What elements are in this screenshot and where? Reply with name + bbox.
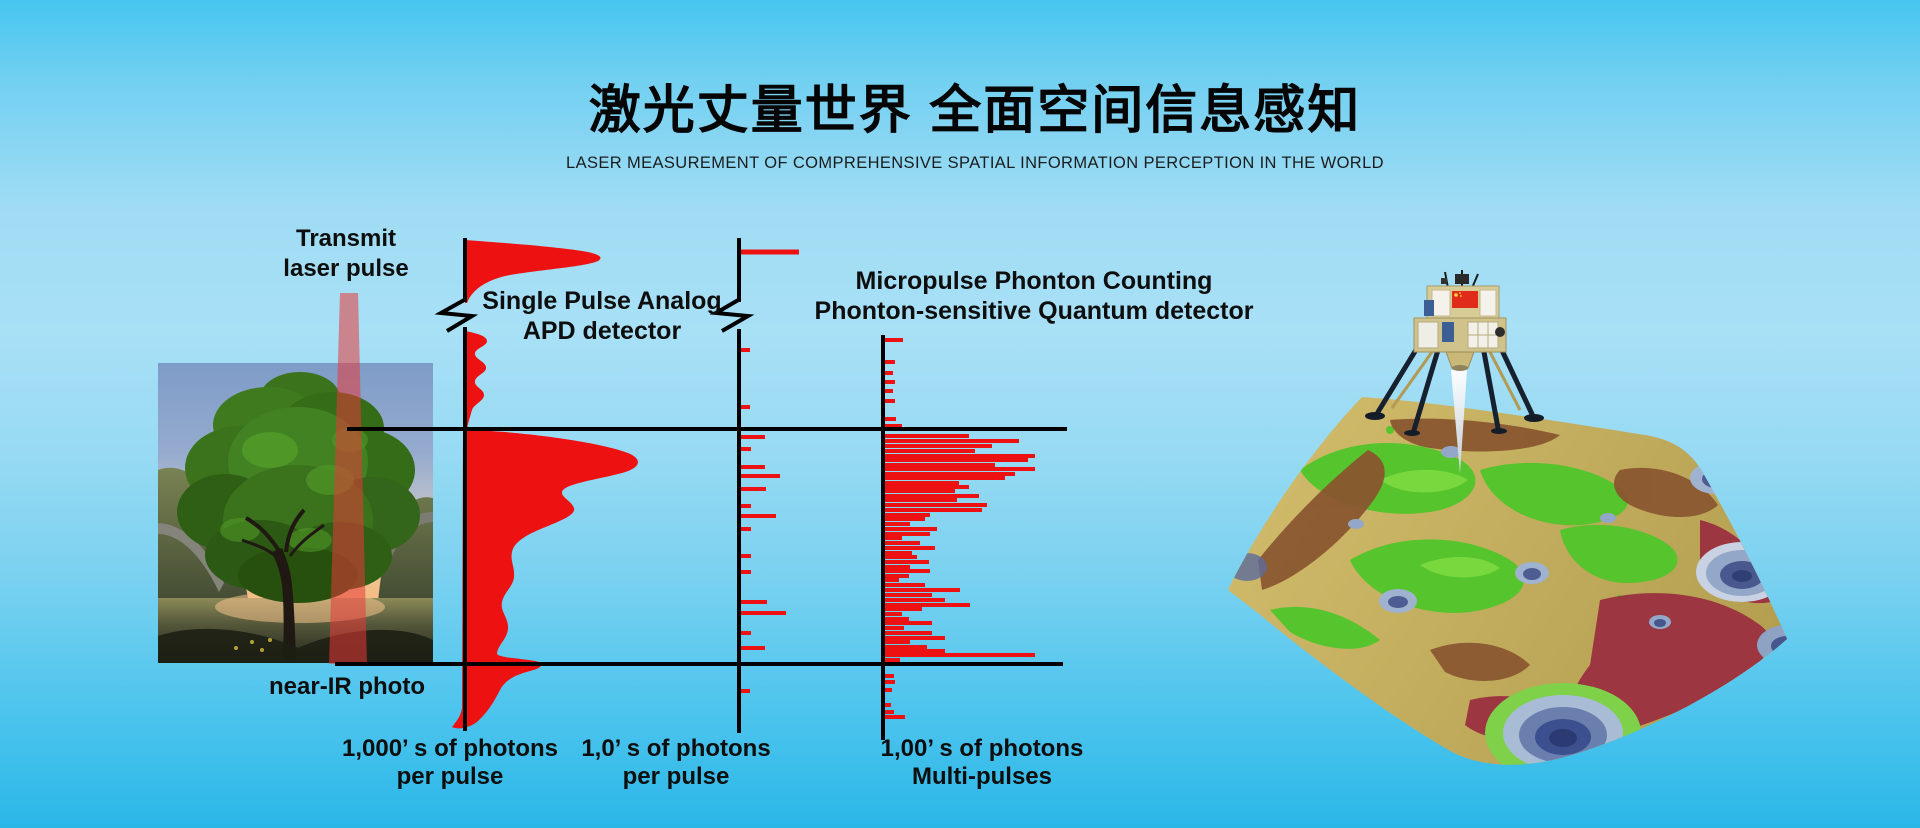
- analog-detector-label: Single Pulse Analog APD detector: [482, 287, 722, 345]
- page-subtitle: LASER MEASUREMENT OF COMPREHENSIVE SPATI…: [566, 153, 1384, 172]
- china-flag: [1452, 291, 1478, 308]
- page-title: 激光丈量世界 全面空间信息感知: [588, 82, 1362, 140]
- near-ir-photo: [158, 363, 433, 663]
- quantum-footer-label: 1,00’ s of photons Multi-pulses: [880, 735, 1084, 790]
- laser-beam: [329, 293, 367, 664]
- ground-line: [335, 662, 1063, 666]
- transmit-laser-pulse-label: Transmit laser pulse: [283, 224, 408, 284]
- transmit-line1: Transmit: [295, 225, 397, 252]
- axis-break-icon: [434, 297, 479, 333]
- axis-break-icon: [709, 297, 755, 333]
- photon-counting-histogram: [741, 249, 799, 693]
- photo-caption: near-IR photo: [269, 673, 425, 700]
- quantum-detector-label: Micropulse Phonton Counting Phonton-sens…: [814, 267, 1254, 325]
- transmit-line2: laser pulse: [283, 255, 409, 282]
- quantum-detector-histogram: [885, 338, 1035, 719]
- photon-axis: [737, 238, 741, 733]
- terrain-brown-patches: [1258, 418, 1718, 682]
- wildflowers: [234, 638, 272, 652]
- tree-trunk: [241, 508, 325, 660]
- photon-footer-label: 1,0’ s of photons per pulse: [581, 735, 771, 790]
- terrain-map: [1228, 397, 1787, 765]
- altimeter-laser-beam: [1451, 370, 1467, 474]
- analog-footer-label: 1,000’ s of photons per pulse: [341, 735, 559, 790]
- canopy-top-line: [347, 427, 1067, 431]
- lander-leg-struts: [1390, 351, 1522, 411]
- lander-legs: [1375, 337, 1535, 433]
- quantum-axis: [881, 335, 885, 740]
- analog-waveform: [452, 240, 638, 729]
- waveform-axis: [463, 238, 467, 731]
- lunar-lander: [1365, 270, 1544, 436]
- terrain-green-highlights: [1380, 469, 1500, 578]
